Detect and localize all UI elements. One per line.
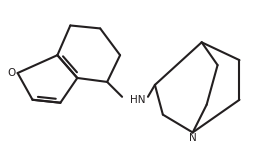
Text: HN: HN	[130, 95, 146, 105]
Text: O: O	[7, 68, 16, 78]
Text: N: N	[189, 134, 197, 143]
